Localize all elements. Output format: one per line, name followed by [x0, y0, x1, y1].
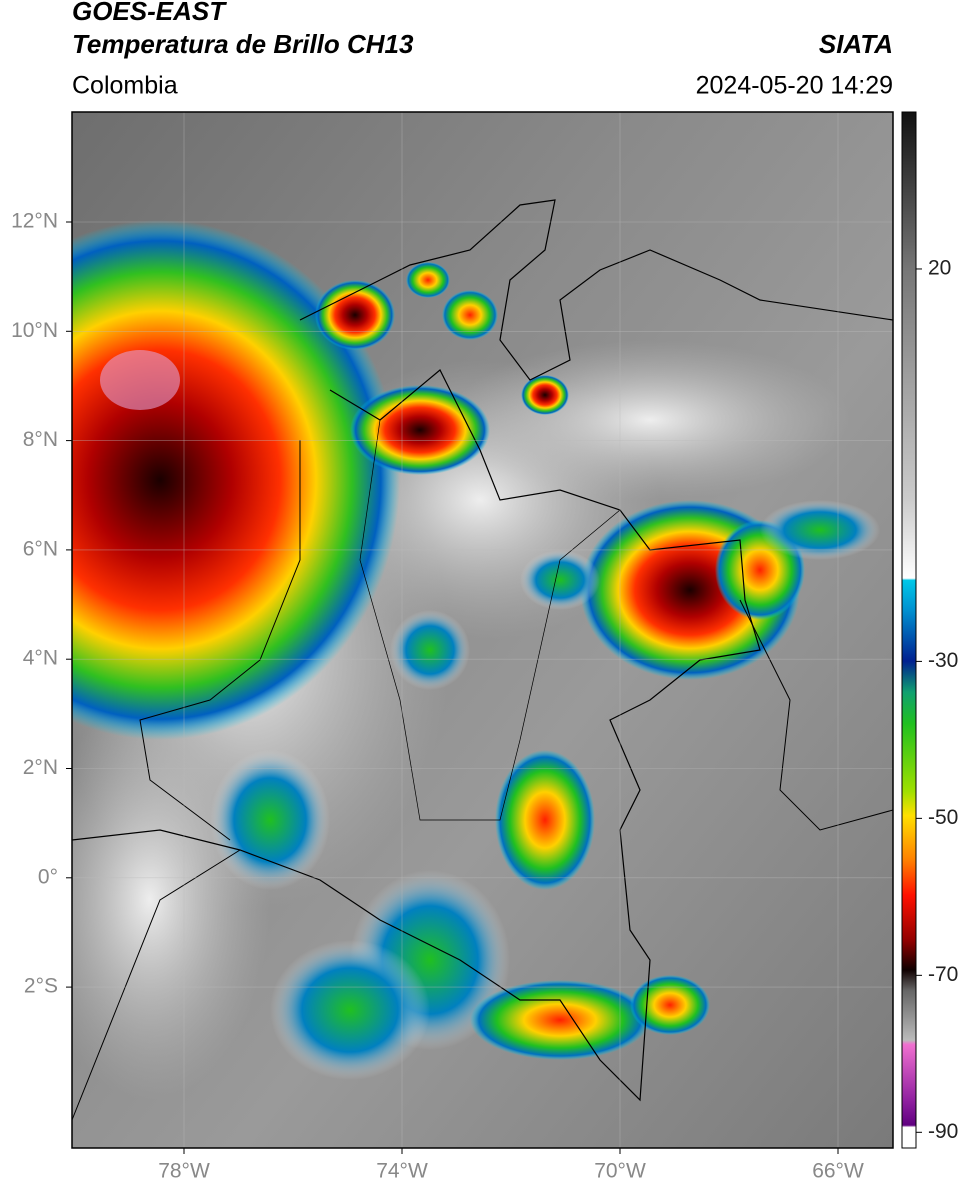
cloud [450, 340, 850, 500]
colorbar [901, 111, 917, 1149]
graticule [72, 112, 893, 1148]
colorbar-tick-label: 20 [928, 257, 951, 280]
lon-label: 66°W [812, 1160, 864, 1183]
source: SIATA [819, 29, 893, 59]
storm [210, 750, 330, 890]
storm [406, 262, 450, 298]
colorbar-tick-label: -50 [928, 806, 958, 829]
admin-border [359, 419, 621, 821]
storm [520, 550, 600, 610]
coastline [299, 199, 893, 381]
storm-core [100, 350, 180, 410]
lon-label: 74°W [376, 1160, 428, 1183]
cloud [72, 700, 270, 1100]
timestamp: 2024-05-20 14:29 [696, 72, 893, 100]
storm [72, 220, 400, 740]
storm [270, 940, 430, 1080]
storm [470, 980, 650, 1060]
colorbar-tick-label: -70 [928, 963, 958, 986]
storm [315, 280, 395, 350]
lon-label: 78°W [158, 1160, 210, 1183]
coastline [72, 849, 241, 1121]
lat-label: 8°N [23, 428, 58, 451]
lat-label: 2°N [23, 756, 58, 779]
lat-label: 6°N [23, 537, 58, 560]
storm [630, 975, 710, 1035]
storm [442, 290, 498, 340]
storm [495, 750, 595, 890]
colorbar-tick-label: -90 [928, 1120, 958, 1143]
border [72, 369, 761, 1102]
axes: 12°N 10°N 8°N 6°N 4°N 2°N 0° 2°S 78°W 74°W 70°W 66°… [11, 210, 958, 1183]
storm [350, 385, 490, 475]
lat-label: 4°N [23, 647, 58, 670]
region: Colombia [72, 72, 178, 100]
lat-label: 0° [38, 865, 58, 888]
border [139, 440, 301, 841]
satellite-image [72, 112, 893, 1148]
border [739, 599, 893, 831]
lat-label: 12°N [11, 210, 58, 233]
storm [760, 500, 880, 560]
lon-label: 70°W [594, 1160, 646, 1183]
product: Temperatura de Brillo CH13 [72, 29, 414, 59]
storm [521, 375, 569, 415]
lat-label: 10°N [11, 319, 58, 342]
lat-label: 2°S [24, 975, 58, 998]
colorbar-tick-label: -30 [928, 649, 958, 672]
satellite: GOES-EAST [72, 0, 227, 26]
map-frame [71, 111, 894, 1149]
storm [390, 610, 470, 690]
